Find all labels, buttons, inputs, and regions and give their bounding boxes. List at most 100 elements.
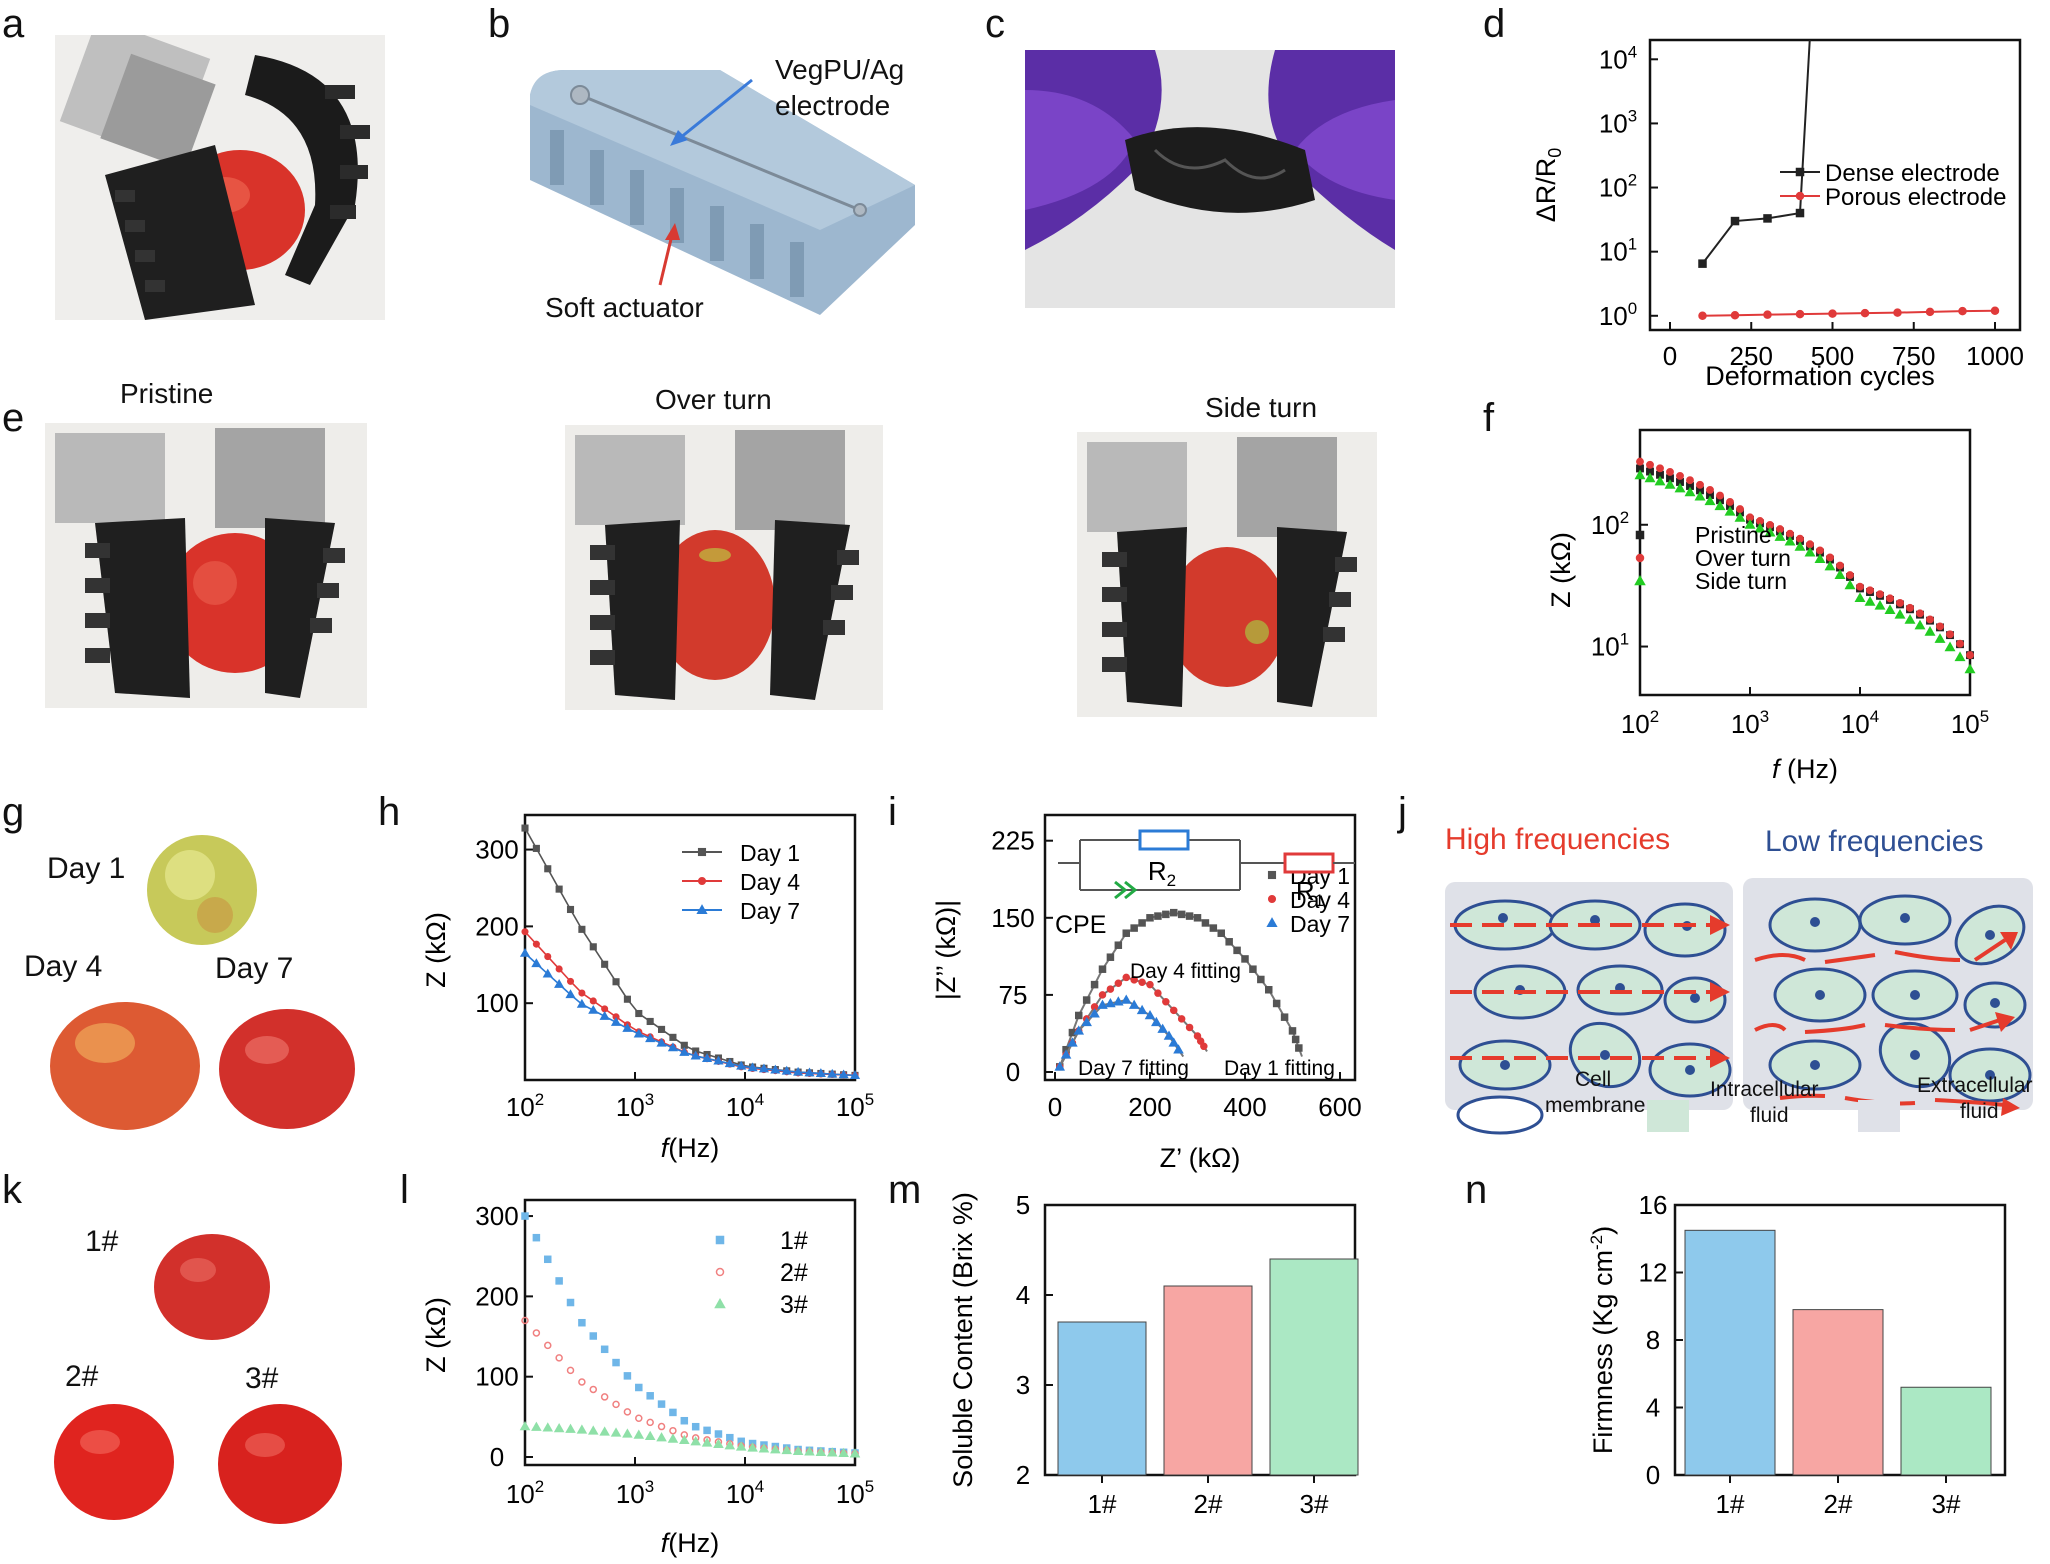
chart-l-point bbox=[735, 1441, 747, 1451]
chart-f-point bbox=[1736, 505, 1744, 514]
chart-l-point bbox=[657, 1400, 666, 1408]
chart-l-point bbox=[587, 1425, 599, 1435]
chart-d-xtick-label: 1000 bbox=[1966, 341, 2024, 371]
day4-tomato-photo bbox=[45, 998, 205, 1133]
chart-i-point bbox=[1136, 1004, 1148, 1015]
low-frequencies-label: Low frequencies bbox=[1765, 825, 1984, 858]
chart-d-point bbox=[1795, 208, 1805, 218]
chart-f-point bbox=[1826, 553, 1834, 562]
chart-h-legend-label: Day 1 bbox=[740, 840, 800, 866]
chart-h-ytick-label: 300 bbox=[475, 835, 518, 865]
chart-h-point bbox=[713, 1055, 724, 1065]
chart-l-xtick-label: 104 bbox=[726, 1477, 764, 1509]
chart-f-xtick-label: 103 bbox=[1731, 707, 1769, 739]
chart-l-point bbox=[555, 1354, 563, 1362]
panel-label-g: g bbox=[2, 790, 25, 834]
chart-i-point bbox=[1280, 1013, 1289, 1021]
chart-f-point bbox=[1856, 582, 1864, 591]
chart-l-point bbox=[612, 1400, 620, 1409]
chart-i-point bbox=[1170, 908, 1178, 917]
actuator-label: Soft actuator bbox=[545, 292, 704, 323]
chart-l-point bbox=[532, 1233, 541, 1242]
twisted-actuator-photo bbox=[1025, 50, 1395, 308]
chart-m-category-label: 1# bbox=[1088, 1489, 1117, 1519]
chart-f-point bbox=[1914, 619, 1926, 630]
chart-l-point bbox=[726, 1433, 734, 1442]
chart-i-point bbox=[1122, 929, 1130, 937]
chart-d-point bbox=[1795, 309, 1805, 319]
chart-f-point bbox=[1716, 491, 1724, 500]
chart-f-ytick-label: 101 bbox=[1591, 630, 1629, 662]
cell-membrane-label-1: Cell bbox=[1575, 1068, 1612, 1091]
chart-d-xtick-label: 250 bbox=[1730, 341, 1773, 371]
chart-i-point bbox=[1122, 973, 1130, 982]
chart-i-point bbox=[1089, 1008, 1100, 1018]
chart-i-point bbox=[1233, 946, 1241, 955]
panel-label-e: e bbox=[2, 396, 25, 440]
chart-i-point bbox=[1060, 1049, 1072, 1059]
panel-label-i: i bbox=[888, 790, 897, 834]
extracellular-label-1: Extracellular bbox=[1917, 1074, 2033, 1097]
chart-f-point bbox=[1804, 546, 1816, 557]
chart-l-point bbox=[714, 1430, 723, 1438]
chart-l-xtick-label: 105 bbox=[836, 1477, 874, 1509]
chart-l-point bbox=[747, 1442, 758, 1452]
chart-i-point bbox=[1185, 912, 1194, 920]
chart-f-xtick-label: 105 bbox=[1951, 707, 1989, 739]
chart-l-point bbox=[635, 1383, 643, 1392]
chart-l-point bbox=[578, 1318, 586, 1327]
chart-f-legend-marker bbox=[1635, 553, 1645, 563]
chart-l-point bbox=[589, 1332, 598, 1340]
chart-h-point bbox=[610, 1017, 622, 1026]
chart-l-point bbox=[646, 1418, 654, 1427]
chart-i-point bbox=[1114, 941, 1123, 949]
chart-d-point bbox=[1860, 308, 1870, 318]
chart-d-legend-marker bbox=[1795, 191, 1805, 201]
day1-tomato-photo bbox=[140, 830, 265, 950]
chart-i-frame bbox=[1043, 813, 1357, 1082]
chart-l-legend-marker bbox=[715, 1235, 725, 1245]
chart-i-ytick-label: 150 bbox=[991, 903, 1034, 933]
actuator-illustration bbox=[520, 60, 940, 320]
chart-h-point bbox=[601, 1005, 609, 1013]
chart-f-frame bbox=[1638, 428, 1972, 697]
cell-membrane-label-2: membrane bbox=[1545, 1094, 1646, 1117]
chart-i-legend-marker bbox=[1267, 870, 1277, 880]
chart-l-point bbox=[792, 1445, 804, 1455]
chart-f-point bbox=[1636, 457, 1644, 466]
chart-d-point bbox=[1925, 307, 1935, 317]
chart-f-point bbox=[1884, 604, 1896, 614]
day4-fitting-label: Day 4 fitting bbox=[1130, 960, 1241, 983]
chart-i-point bbox=[1173, 1044, 1184, 1054]
chart-f-point bbox=[1876, 590, 1884, 599]
chart-i-point bbox=[1217, 929, 1225, 937]
chart-d-xtick-label: 0 bbox=[1663, 341, 1677, 371]
chart-l-point bbox=[849, 1448, 861, 1458]
chart-h-point bbox=[578, 989, 586, 997]
side-turn-grip-photo bbox=[1077, 432, 1377, 717]
chart-f-point bbox=[1726, 497, 1734, 506]
chart-i-fit-line bbox=[1058, 911, 1303, 1068]
chart-h-point bbox=[599, 1010, 610, 1020]
chart-h-point bbox=[667, 1042, 679, 1052]
chart-f-point bbox=[1674, 482, 1686, 493]
chart-i-point bbox=[1082, 996, 1091, 1004]
chart-h-frame bbox=[523, 813, 857, 1082]
chart-i-point bbox=[1098, 991, 1107, 999]
side-turn-label: Side turn bbox=[1205, 392, 1318, 423]
chart-i-xtick-label: 600 bbox=[1318, 1092, 1361, 1122]
chart-i-xlabel: Z’ (kΩ) bbox=[1160, 1143, 1241, 1173]
chart-l-point bbox=[566, 1298, 575, 1307]
chart-f-point bbox=[1846, 571, 1854, 580]
chart-f-point bbox=[1754, 522, 1766, 533]
chart-i-point bbox=[1201, 919, 1210, 927]
cpe-label: CPE bbox=[1055, 911, 1106, 939]
chart-d-xtick-label: 500 bbox=[1811, 341, 1854, 371]
chart-n-ytick-label: 16 bbox=[1639, 1190, 1668, 1220]
chart-l-ytick-label: 200 bbox=[475, 1281, 518, 1311]
chart-h-point bbox=[758, 1063, 770, 1073]
chart-h-point bbox=[679, 1047, 690, 1056]
chart-h-point bbox=[724, 1058, 735, 1068]
chart-m-bar bbox=[1163, 1285, 1253, 1476]
